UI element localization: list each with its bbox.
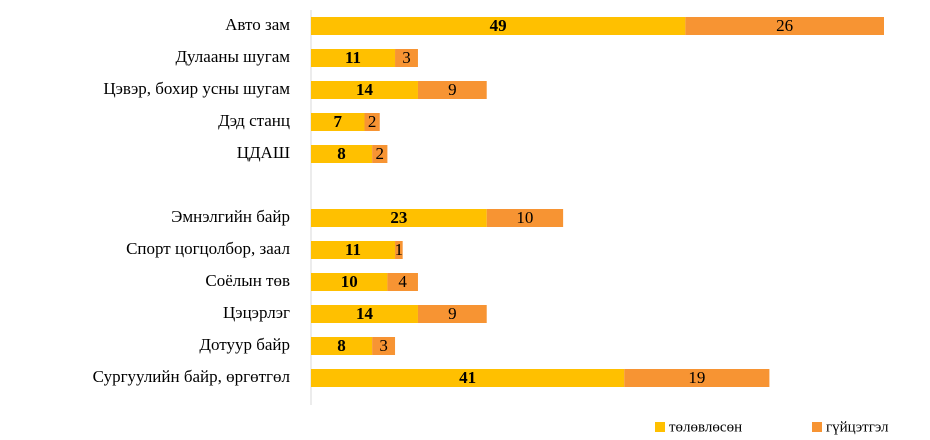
value-label: 3 <box>402 48 411 67</box>
bar-segment <box>311 113 365 131</box>
category-label: Соёлын төв <box>205 271 290 290</box>
category-label: Спорт цогцолбор, заал <box>126 239 290 258</box>
category-label: Цэвэр, бохир усны шугам <box>103 79 290 98</box>
value-label: 3 <box>379 336 388 355</box>
category-label: Авто зам <box>225 15 290 34</box>
legend-label: гүйцэтгэл <box>826 419 889 435</box>
value-label: 14 <box>356 80 374 99</box>
value-label: 7 <box>333 112 342 131</box>
value-label: 1 <box>395 240 404 259</box>
value-label: 11 <box>345 48 361 67</box>
value-label: 8 <box>337 336 346 355</box>
bar-segment <box>311 209 487 227</box>
legend-swatch <box>655 422 665 432</box>
value-label: 14 <box>356 304 374 323</box>
category-label: Цэцэрлэг <box>223 303 290 322</box>
legend-swatch <box>812 422 822 432</box>
value-label: 23 <box>390 208 407 227</box>
bar-segment <box>372 145 388 163</box>
bar-segment <box>364 113 380 131</box>
bar-segment <box>486 209 564 227</box>
category-label: Эмнэлгийн байр <box>171 207 290 226</box>
bar-segment <box>395 241 403 259</box>
bar-segment <box>311 337 373 355</box>
bar-segment <box>311 273 388 291</box>
value-label: 9 <box>448 304 457 323</box>
bar-segment <box>311 241 396 259</box>
bar-segment <box>395 49 418 67</box>
value-label: 2 <box>368 112 377 131</box>
value-label: 41 <box>459 368 476 387</box>
bar-segment <box>417 305 487 323</box>
bar-segment <box>372 337 396 355</box>
value-label: 4 <box>398 272 407 291</box>
bar-segment <box>417 81 487 99</box>
category-label: Сургуулийн байр, өргөтгөл <box>93 367 291 386</box>
value-label: 8 <box>337 144 346 163</box>
value-label: 10 <box>516 208 533 227</box>
bar-segment <box>311 17 686 35</box>
value-label: 49 <box>490 16 507 35</box>
legend-label: төлөвлөсөн <box>669 419 742 435</box>
bar-segment <box>387 273 418 291</box>
bar-segment <box>311 145 373 163</box>
bar-segment <box>624 369 770 387</box>
category-label: ЦДАШ <box>237 143 290 162</box>
category-label: Дэд станц <box>218 111 290 130</box>
bar-segment <box>685 17 884 35</box>
category-label: Дулааны шугам <box>175 47 290 66</box>
value-label: 2 <box>376 144 385 163</box>
value-label: 19 <box>688 368 705 387</box>
value-label: 11 <box>345 240 361 259</box>
bar-segment <box>311 81 418 99</box>
value-label: 10 <box>341 272 358 291</box>
category-label: Дотуур байр <box>199 335 290 354</box>
bar-segment <box>311 49 396 67</box>
bar-segment <box>311 369 625 387</box>
value-label: 26 <box>776 16 793 35</box>
value-label: 9 <box>448 80 457 99</box>
bar-segment <box>311 305 418 323</box>
